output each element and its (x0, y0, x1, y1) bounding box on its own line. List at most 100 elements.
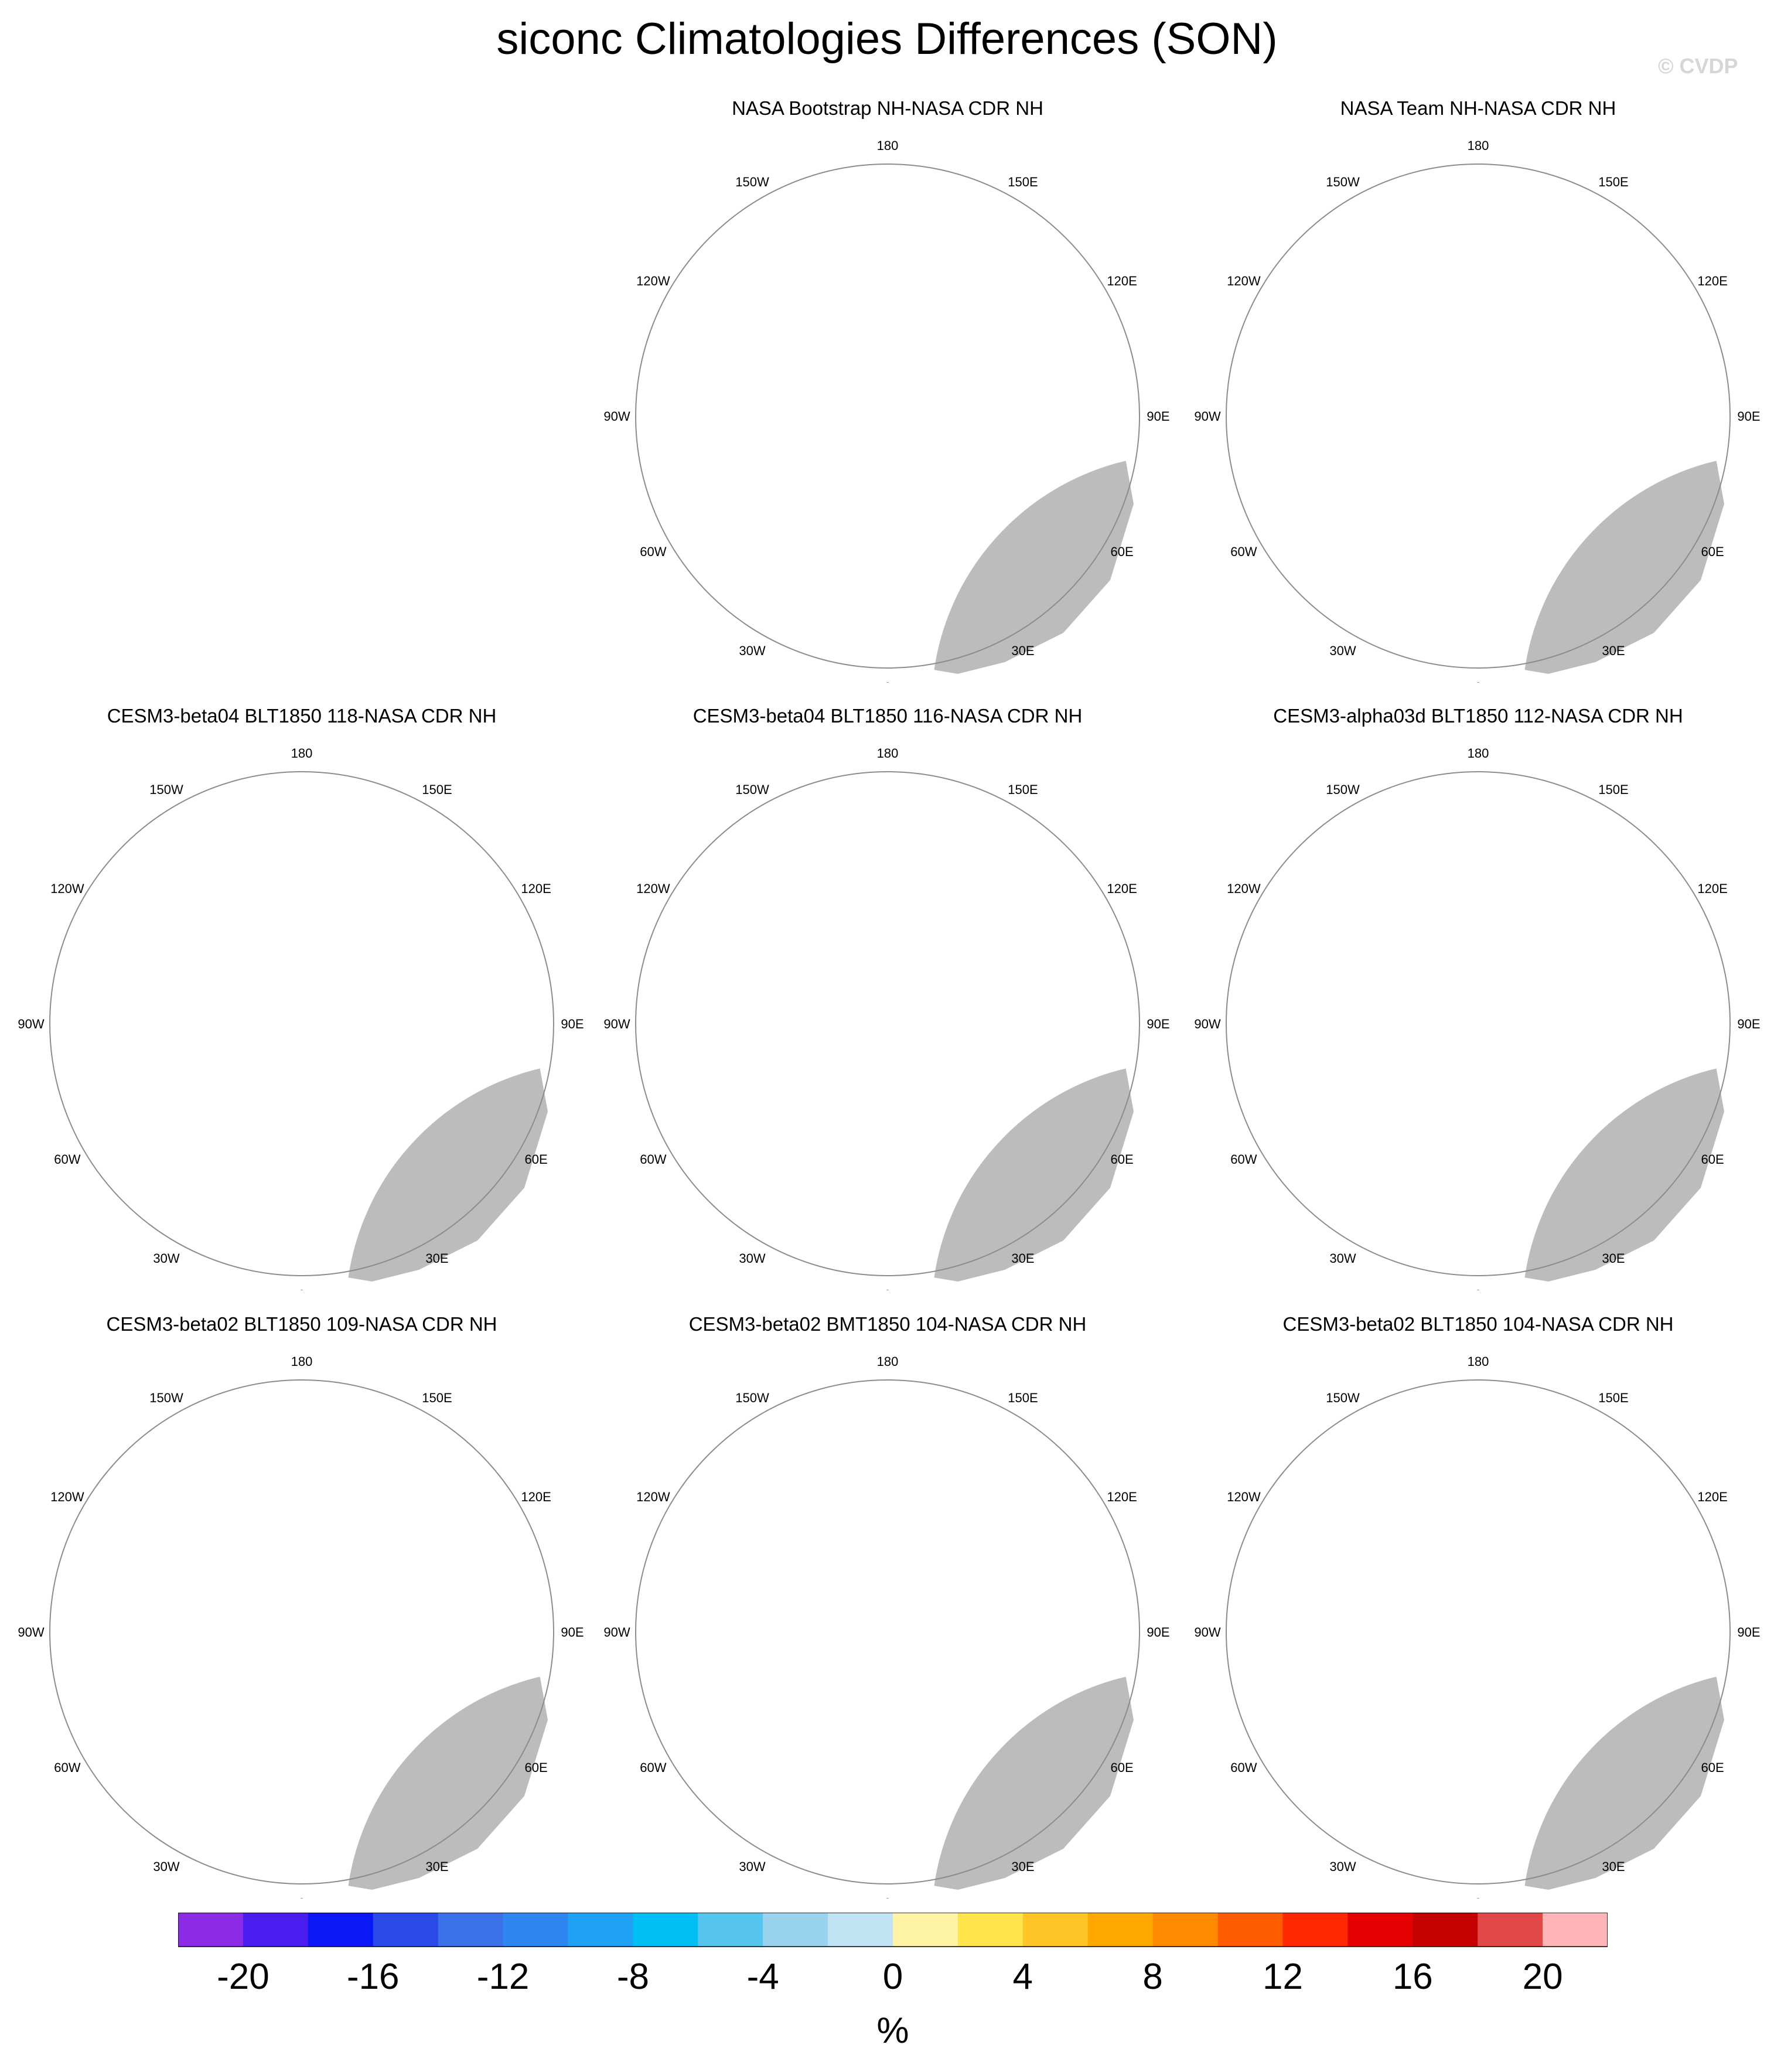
longitude-label: 120W (1227, 1490, 1261, 1504)
longitude-label: 30E (1602, 1251, 1625, 1266)
longitude-label: 120W (1227, 881, 1261, 896)
colorbar-tick-label: -20 (217, 1957, 269, 1997)
polar-map: 180 150E 120E 90E 60E 30E 0 30W 60W 90W 120W 150W (1194, 138, 1760, 683)
map-boundary (1226, 1379, 1731, 1884)
colorbar-swatch (1282, 1913, 1348, 1947)
longitude-label: 0 (884, 1287, 891, 1290)
colorbar-swatch (1478, 1913, 1543, 1947)
map-panel: NASA Team NH-NASA CDR NH 180 150E 120E 90E 60… (1182, 97, 1774, 683)
longitude-label: 180 (1468, 746, 1489, 761)
colorbar-tick-label: 12 (1263, 1957, 1303, 1997)
colorbar-tick-label: -12 (477, 1957, 530, 1997)
longitude-label: 0 (884, 680, 891, 683)
longitude-label: 90E (1147, 1625, 1169, 1640)
map-boundary (49, 771, 554, 1276)
colorbar-tick-label: 8 (1142, 1957, 1162, 1997)
longitude-label: 90W (1194, 409, 1220, 424)
longitude-label: 30E (1011, 1251, 1034, 1266)
longitude-label: 30E (425, 1251, 448, 1266)
longitude-label: 120E (1697, 1490, 1727, 1504)
land-mass (932, 1670, 1134, 1890)
colorbar-swatch (243, 1913, 309, 1947)
longitude-label: 0 (884, 1896, 891, 1899)
colorbar-swatch (1347, 1913, 1413, 1947)
longitude-label: 60W (1230, 1760, 1257, 1775)
panel-title: CESM3-beta04 BLT1850 118-NASA CDR NH (107, 705, 497, 727)
colorbar-swatch (178, 1913, 244, 1947)
longitude-label: 120E (1697, 881, 1727, 896)
land-mass (1522, 454, 1724, 674)
longitude-label: 60E (1701, 544, 1724, 559)
longitude-label: 0 (298, 1896, 305, 1899)
longitude-label: 150E (1008, 175, 1038, 189)
colorbar-swatch (698, 1913, 763, 1947)
longitude-label: 150E (422, 782, 452, 797)
panel-title: CESM3-beta02 BMT1850 104-NASA CDR NH (688, 1313, 1087, 1335)
land-mass (346, 1062, 548, 1282)
longitude-label: 30W (1329, 643, 1356, 658)
longitude-label: 120E (521, 881, 551, 896)
longitude-label: 60E (1701, 1760, 1724, 1775)
longitude-label: 150W (1326, 1391, 1360, 1405)
land-mass (1522, 1062, 1724, 1282)
longitude-label: 90E (1737, 1625, 1760, 1640)
longitude-label: 150W (735, 175, 769, 189)
longitude-label: 180 (1468, 1354, 1489, 1369)
colorbar-swatch (1022, 1913, 1089, 1947)
colorbar-swatch (568, 1913, 633, 1947)
map-boundary (635, 1379, 1140, 1884)
longitude-label: 180 (877, 1354, 899, 1369)
longitude-label: 120W (50, 1490, 84, 1504)
longitude-label: 0 (1475, 1287, 1482, 1290)
map-boundary (49, 1379, 554, 1884)
map-panel: CESM3-beta02 BLT1850 109-NASA CDR NH 180 1… (6, 1313, 598, 1899)
map-boundary (1226, 771, 1731, 1276)
colorbar-swatch (1543, 1913, 1608, 1947)
longitude-label: 150E (1008, 782, 1038, 797)
colorbar-swatch (1217, 1913, 1283, 1947)
colorbar-swatch (308, 1913, 374, 1947)
longitude-label: 90W (18, 1625, 44, 1640)
longitude-label: 30W (1329, 1859, 1356, 1874)
colorbar-swatch (828, 1913, 893, 1947)
colorbar-swatch (957, 1913, 1024, 1947)
longitude-label: 30W (153, 1859, 179, 1874)
longitude-label: 60W (640, 1760, 666, 1775)
colorbar-tick-label: 16 (1393, 1957, 1433, 1997)
longitude-label: 120W (50, 881, 84, 896)
colorbar-tick-label: -4 (747, 1957, 779, 1997)
polar-map: 180 150E 120E 90E 60E 30E 0 30W 60W 90W 120W 150W (1194, 746, 1760, 1290)
land-mass (932, 1062, 1134, 1282)
map-panel: CESM3-beta02 BMT1850 104-NASA CDR NH 180 1… (592, 1313, 1183, 1899)
longitude-label: 60W (1230, 1152, 1257, 1167)
longitude-label: 30E (425, 1859, 448, 1874)
panel-title: CESM3-alpha03d BLT1850 112-NASA CDR NH (1273, 705, 1683, 727)
longitude-label: 180 (877, 138, 899, 153)
colorbar-swatch (1152, 1913, 1219, 1947)
longitude-label: 60W (1230, 544, 1257, 559)
polar-map: 180 150E 120E 90E 60E 30E 0 30W 60W 90W 120W 150W (18, 746, 584, 1290)
longitude-label: 30E (1602, 1859, 1625, 1874)
longitude-label: 90W (603, 409, 630, 424)
longitude-label: 30W (1329, 1251, 1356, 1266)
panel-title: CESM3-beta02 BLT1850 104-NASA CDR NH (1282, 1313, 1674, 1335)
longitude-label: 120W (636, 274, 670, 288)
land-mass (346, 1670, 548, 1890)
longitude-label: 30W (153, 1251, 179, 1266)
colorbar-swatch (893, 1913, 958, 1947)
polar-map: 180 150E 120E 90E 60E 30E 0 30W 60W 90W 120W 150W (603, 1354, 1169, 1899)
longitude-label: 150W (1326, 782, 1360, 797)
longitude-label: 60E (1111, 1760, 1134, 1775)
colorbar-swatch (633, 1913, 698, 1947)
longitude-label: 60W (640, 544, 666, 559)
longitude-label: 60E (1701, 1152, 1724, 1167)
map-panel: CESM3-alpha03d BLT1850 112-NASA CDR NH 18… (1182, 704, 1774, 1290)
colorbar-frame (178, 1913, 1608, 1947)
longitude-label: 60W (54, 1152, 80, 1167)
longitude-label: 90W (1194, 1625, 1220, 1640)
longitude-label: 60E (525, 1760, 548, 1775)
land-mass (1522, 1670, 1724, 1890)
longitude-label: 30W (739, 643, 765, 658)
colorbar-tick-label: 4 (1013, 1957, 1033, 1997)
longitude-label: 180 (291, 1354, 313, 1369)
